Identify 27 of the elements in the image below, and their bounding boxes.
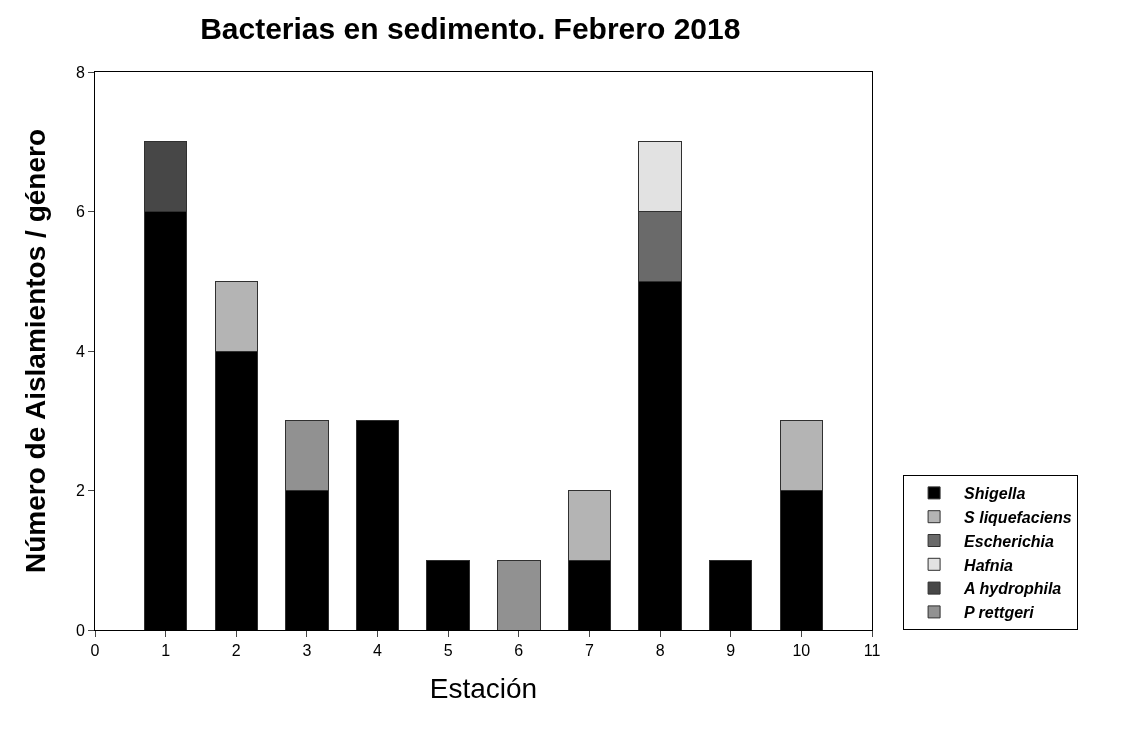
x-tick-label: 8 <box>655 642 665 660</box>
bar <box>497 559 541 630</box>
x-tick-label: 11 <box>863 642 881 660</box>
x-tick-label: 2 <box>231 642 241 660</box>
x-tick-label: 9 <box>726 642 736 660</box>
y-axis-title: Número de Aislamientos / género <box>19 129 51 573</box>
x-tick-label: 0 <box>90 642 100 660</box>
x-tick-label: 7 <box>585 642 594 660</box>
legend-label: A hydrophila <box>963 580 1062 598</box>
x-tick-label: 10 <box>792 642 811 660</box>
x-axis-title: Estación <box>429 673 538 705</box>
legend-label: Escherichia <box>964 532 1055 550</box>
x-tick-label: 4 <box>373 642 383 660</box>
legend-label: P rettgeri <box>964 604 1035 622</box>
x-tick-label: 1 <box>161 642 171 660</box>
x-tick-label: 5 <box>443 642 453 660</box>
legend-label: S liquefaciens <box>964 508 1072 526</box>
y-tick-label: 2 <box>75 482 85 500</box>
x-tick-label: 6 <box>514 642 524 660</box>
chart-title: Bacterias en sedimento. Febrero 2018 <box>200 12 741 46</box>
legend-label: Shigella <box>964 485 1026 503</box>
y-tick-label: 8 <box>75 63 85 81</box>
legend-label: Hafnia <box>964 556 1014 574</box>
x-tick-label: 3 <box>302 642 312 660</box>
y-tick-label: 0 <box>75 621 85 639</box>
y-tick-label: 4 <box>75 342 85 360</box>
y-tick-label: 6 <box>75 203 85 221</box>
